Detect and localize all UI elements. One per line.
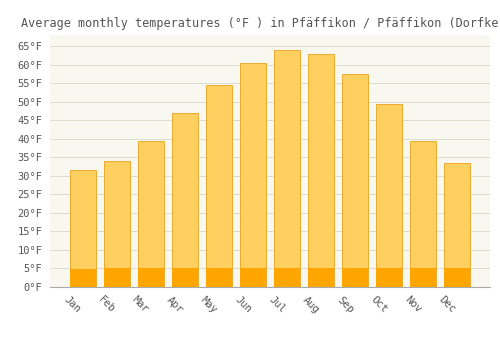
Bar [342, 268, 368, 287]
Bar [410, 268, 436, 287]
Bar [342, 74, 368, 287]
Bar [274, 268, 300, 287]
Bar [308, 54, 334, 287]
Bar [104, 268, 130, 287]
Bar [138, 141, 164, 287]
Bar [104, 161, 130, 287]
Bar [206, 85, 232, 287]
Bar [274, 50, 300, 287]
Bar [376, 104, 402, 287]
Bar [444, 163, 470, 287]
Bar [206, 268, 232, 287]
Bar [308, 268, 334, 287]
Bar [444, 268, 470, 287]
Title: Average monthly temperatures (°F ) in Pfäffikon / Pfäffikon (Dorfkern): Average monthly temperatures (°F ) in Pf… [20, 17, 500, 30]
Bar [70, 170, 96, 287]
Bar [410, 141, 436, 287]
Bar [138, 268, 164, 287]
Bar [240, 268, 266, 287]
Bar [240, 63, 266, 287]
Bar [376, 268, 402, 287]
Bar [172, 113, 198, 287]
Bar [172, 268, 198, 287]
Bar [70, 270, 96, 287]
